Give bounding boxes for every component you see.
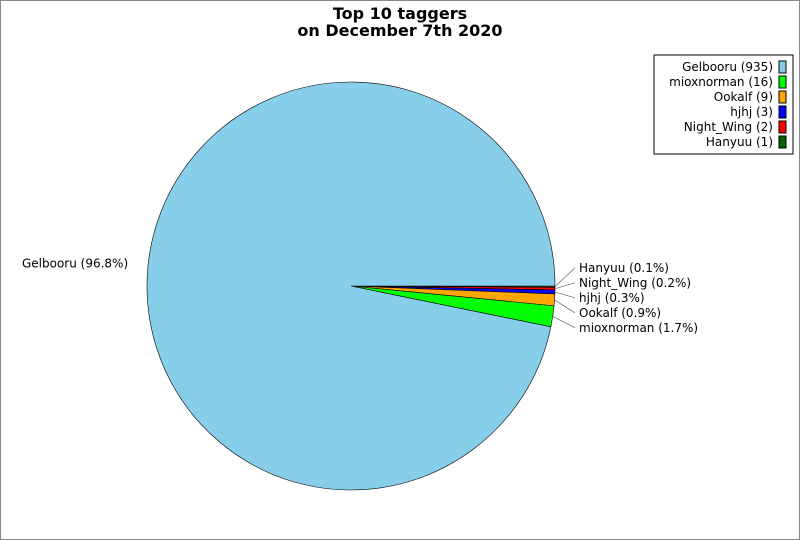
legend-label: Gelbooru (935) bbox=[682, 60, 773, 74]
legend-swatch bbox=[778, 75, 787, 89]
leader-line-mioxnorman bbox=[552, 316, 576, 329]
legend-label: Night_Wing (2) bbox=[684, 120, 773, 134]
slice-label-mioxnorman: mioxnorman (1.7%) bbox=[579, 321, 698, 335]
legend-label: hjhj (3) bbox=[730, 105, 773, 119]
legend-swatch bbox=[778, 60, 787, 74]
slice-label-ookalf: Ookalf (0.9%) bbox=[579, 306, 661, 320]
leader-line-hjhj bbox=[554, 291, 576, 299]
legend-swatch bbox=[778, 90, 787, 104]
slice-label-gelbooru: Gelbooru (96.8%) bbox=[22, 256, 128, 270]
legend-swatch bbox=[778, 135, 787, 149]
chart-title-line-2: on December 7th 2020 bbox=[297, 21, 502, 40]
slice-label-hanyuu: Hanyuu (0.1%) bbox=[579, 261, 669, 275]
legend-label: mioxnorman (16) bbox=[669, 75, 773, 89]
chart-title-line-1: Top 10 taggers bbox=[333, 4, 467, 23]
leader-line-night-wing bbox=[554, 282, 576, 289]
legend-label: Hanyuu (1) bbox=[706, 135, 773, 149]
slice-label-hjhj: hjhj (0.3%) bbox=[579, 291, 645, 305]
legend-swatch bbox=[778, 105, 787, 119]
leader-line-ookalf bbox=[554, 299, 576, 314]
slice-label-night-wing: Night_Wing (0.2%) bbox=[579, 276, 691, 290]
pie-slice-gelbooru bbox=[146, 81, 556, 491]
leader-line-hanyuu bbox=[554, 267, 576, 287]
legend-box bbox=[653, 54, 794, 155]
legend: Gelbooru (935)mioxnorman (16)Ookalf (9)h… bbox=[653, 54, 794, 155]
legend-swatch bbox=[778, 120, 787, 134]
legend-label: Ookalf (9) bbox=[714, 90, 773, 104]
